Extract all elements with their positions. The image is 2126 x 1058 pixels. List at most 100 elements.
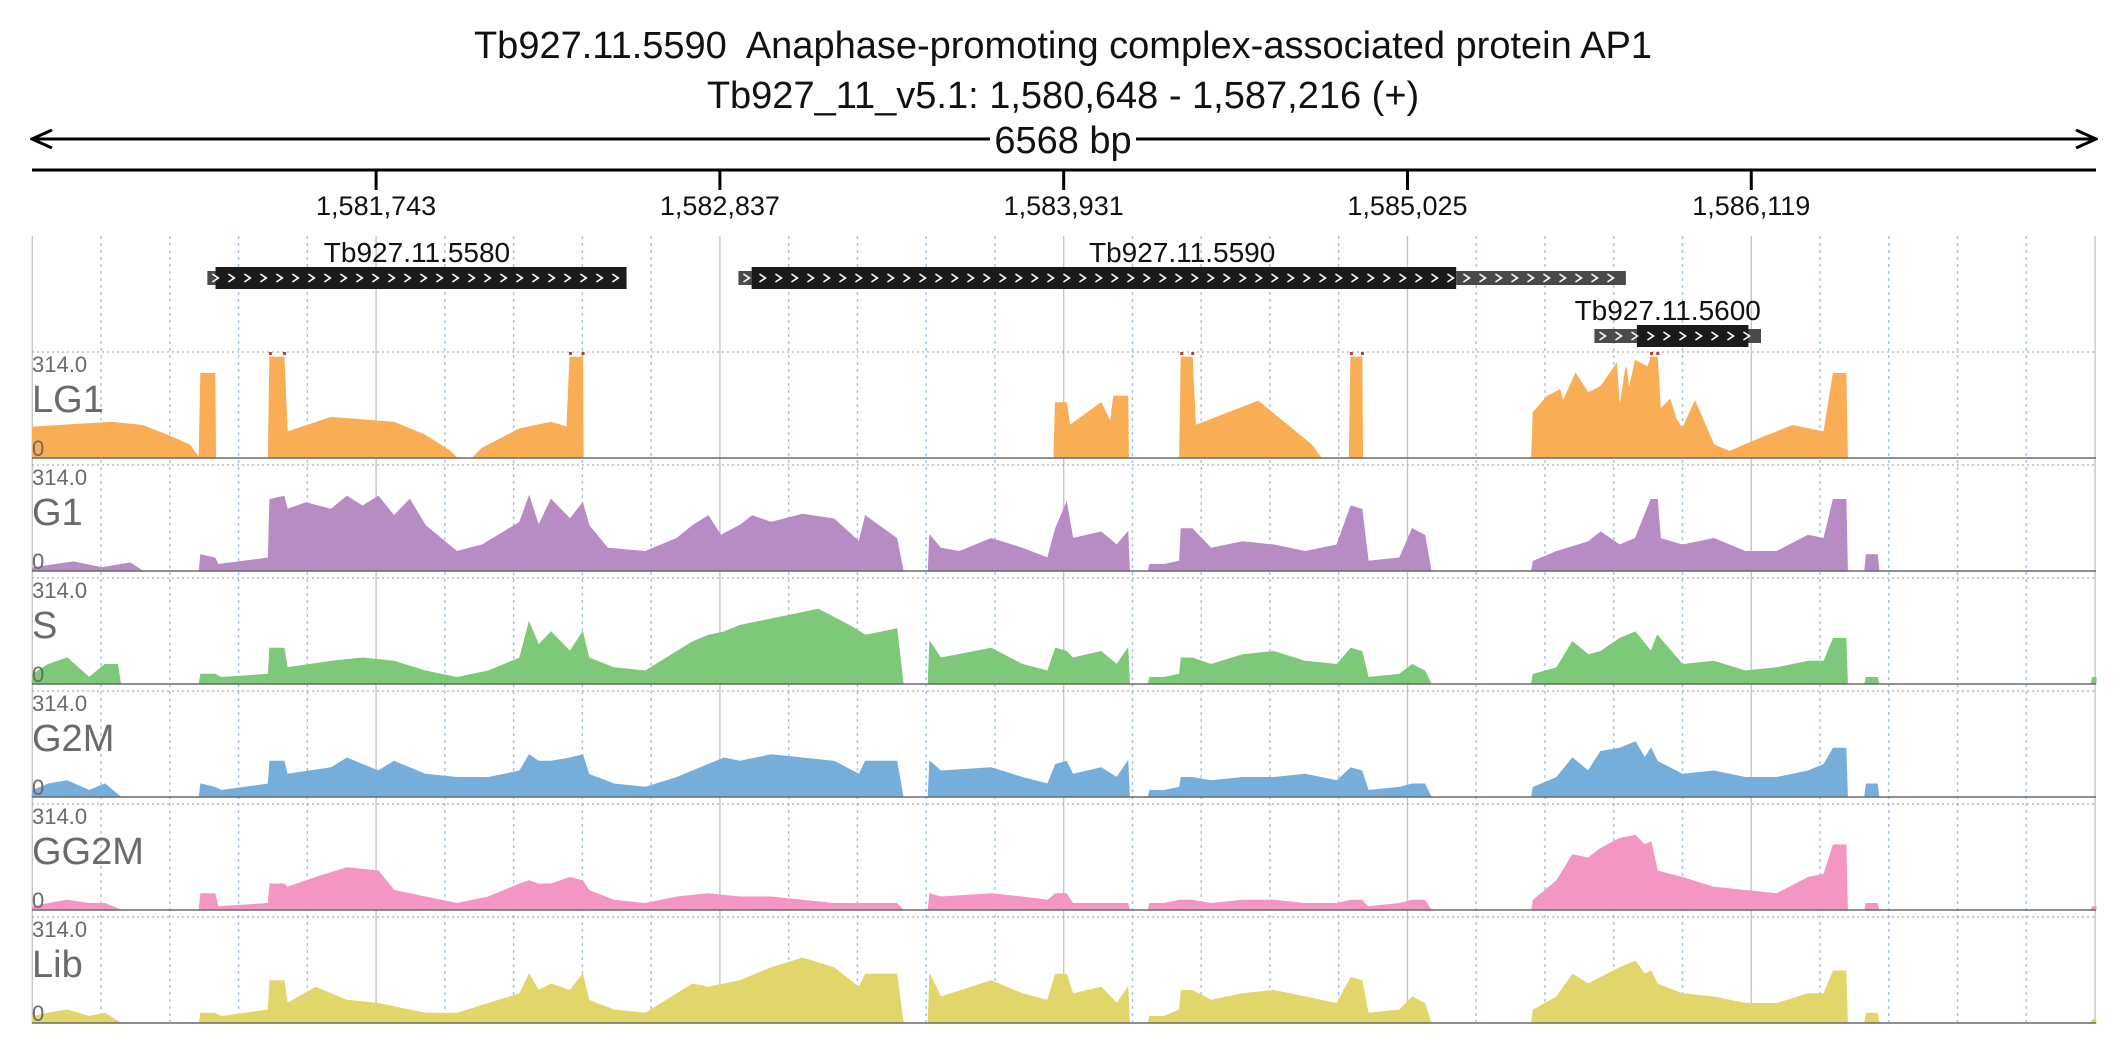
strand-arrow-icon — [451, 273, 460, 283]
strand-arrow-icon — [1446, 273, 1455, 283]
gene-track: Tb927.11.5580 Tb927.11.5590 Tb927.11.5600 — [207, 237, 1762, 347]
strand-arrow-icon — [1286, 273, 1295, 283]
gene-cds — [1636, 325, 1749, 347]
gene-cds — [215, 267, 627, 289]
strand-arrow-icon — [758, 273, 767, 283]
strand-arrow-icon — [1318, 273, 1327, 283]
strand-arrow-icon — [1526, 273, 1535, 283]
strand-arrow-icon — [902, 273, 911, 283]
strand-arrow-icon — [1270, 273, 1279, 283]
clip-marker — [1180, 352, 1184, 355]
strand-arrow-icon — [1727, 331, 1735, 341]
strand-arrow-icon — [1695, 331, 1703, 341]
strand-arrow-icon — [806, 273, 815, 283]
clip-marker — [1650, 352, 1654, 355]
track-name: S — [32, 605, 57, 647]
track-min-label: 0 — [32, 775, 44, 800]
clip-marker — [268, 352, 272, 355]
strand-arrow-icon — [1094, 273, 1103, 283]
strand-arrow-icon — [339, 273, 348, 283]
strand-arrow-icon — [1158, 273, 1167, 283]
clip-marker — [581, 352, 585, 355]
strand-arrow-icon — [227, 273, 236, 283]
strand-arrow-icon — [1014, 273, 1023, 283]
strand-arrow-icon — [838, 273, 847, 283]
strand-arrow-icon — [275, 273, 284, 283]
track-min-label: 0 — [32, 1001, 44, 1026]
strand-arrow-icon — [371, 273, 380, 283]
track-min-label: 0 — [32, 549, 44, 574]
strand-arrow-icon — [1382, 273, 1391, 283]
strand-arrow-icon — [1206, 273, 1215, 283]
coverage-area — [31, 957, 2097, 1024]
strand-arrow-icon — [499, 273, 508, 283]
strand-arrow-icon — [1663, 331, 1671, 341]
coverage-area — [31, 741, 2096, 798]
grid-lines — [31, 236, 2096, 1022]
track-name: GG2M — [32, 831, 144, 873]
strand-arrow-icon — [1606, 273, 1615, 283]
ruler-tick-label: 1,583,931 — [1004, 191, 1124, 221]
strand-arrow-icon — [1062, 273, 1071, 283]
strand-arrow-icon — [1334, 273, 1343, 283]
strand-arrow-icon — [742, 273, 751, 283]
gene-utr5 — [738, 271, 752, 285]
strand-arrow-icon — [1174, 273, 1183, 283]
track-name: G2M — [32, 718, 114, 760]
strand-arrow-icon — [1142, 273, 1151, 283]
gene-cds — [751, 267, 1457, 289]
strand-arrow-icon — [1510, 273, 1519, 283]
clip-marker — [1191, 352, 1195, 355]
gene-utr5 — [207, 271, 216, 285]
track-max-label: 314.0 — [32, 465, 87, 490]
track-max-label: 314.0 — [32, 917, 87, 942]
strand-arrow-icon — [1414, 273, 1423, 283]
strand-arrow-icon — [1679, 331, 1687, 341]
strand-arrow-icon — [1599, 331, 1607, 341]
gene-label: Tb927.11.5600 — [1575, 295, 1761, 326]
strand-arrow-icon — [307, 273, 316, 283]
strand-arrow-icon — [1030, 273, 1039, 283]
strand-arrow-icon — [1366, 273, 1375, 283]
gene-utr5 — [1594, 329, 1637, 343]
strand-arrow-icon — [1430, 273, 1439, 283]
strand-arrow-icon — [774, 273, 783, 283]
strand-arrow-icon — [435, 273, 444, 283]
track-min-label: 0 — [32, 436, 44, 461]
strand-arrow-icon — [579, 273, 588, 283]
coverage-tracks: 314.0LG10314.0G10314.0S0314.0G2M0314.0GG… — [31, 351, 2097, 1026]
chart-title: Tb927.11.5590 Anaphase-promoting complex… — [474, 25, 1652, 67]
coverage-area — [31, 608, 2097, 685]
clip-marker — [1349, 352, 1353, 355]
strand-arrow-icon — [1350, 273, 1359, 283]
track-min-label: 0 — [32, 662, 44, 687]
strand-arrow-icon — [323, 273, 332, 283]
strand-arrow-icon — [403, 273, 412, 283]
strand-arrow-icon — [211, 273, 220, 283]
strand-arrow-icon — [1046, 273, 1055, 283]
strand-arrow-icon — [547, 273, 556, 283]
track-max-label: 314.0 — [32, 352, 87, 377]
clip-marker — [568, 352, 572, 355]
strand-arrow-icon — [934, 273, 943, 283]
strand-arrow-icon — [611, 273, 620, 283]
strand-arrow-icon — [1558, 273, 1567, 283]
strand-arrow-icon — [886, 273, 895, 283]
track-max-label: 314.0 — [32, 691, 87, 716]
strand-arrow-icon — [259, 273, 268, 283]
track-name: Lib — [32, 944, 83, 986]
strand-arrow-icon — [982, 273, 991, 283]
strand-arrow-icon — [854, 273, 863, 283]
strand-arrow-icon — [1462, 273, 1471, 283]
strand-arrow-icon — [1647, 331, 1655, 341]
gene-utr3 — [1748, 329, 1762, 343]
ruler-tick-label: 1,586,119 — [1692, 191, 1810, 221]
clip-marker — [283, 352, 287, 355]
track-max-label: 314.0 — [32, 804, 87, 829]
gene-label: Tb927.11.5590 — [1089, 237, 1275, 268]
coverage-area — [31, 494, 2096, 572]
strand-arrow-icon — [950, 273, 959, 283]
strand-arrow-icon — [1398, 273, 1407, 283]
strand-arrow-icon — [563, 273, 572, 283]
